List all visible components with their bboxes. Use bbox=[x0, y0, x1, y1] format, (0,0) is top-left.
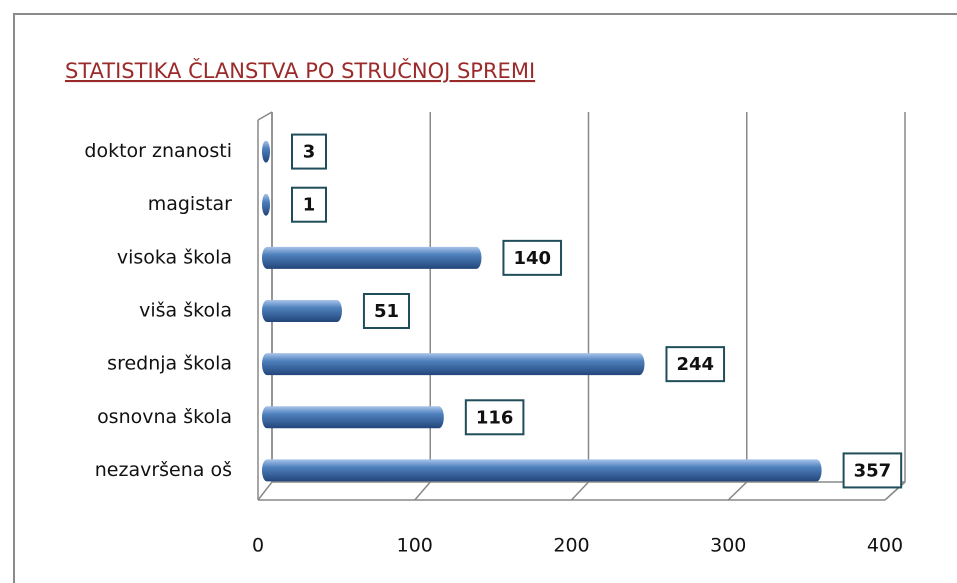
y-tick-label: doktor znanosti bbox=[84, 140, 232, 162]
chart-title: STATISTIKA ČLANSTVA PO STRUČNOJ SPREMI bbox=[65, 58, 535, 83]
grid-line bbox=[727, 112, 748, 501]
x-tick-label: 300 bbox=[710, 535, 746, 557]
grid-line bbox=[570, 112, 590, 501]
data-label: 51 bbox=[374, 301, 399, 322]
bar bbox=[262, 459, 822, 482]
data-label-box bbox=[665, 346, 726, 383]
data-label-box bbox=[291, 133, 327, 170]
grid-line bbox=[884, 112, 906, 501]
y-tick-label: viša škola bbox=[139, 300, 232, 322]
data-label-box bbox=[362, 293, 411, 329]
bar bbox=[262, 140, 270, 163]
data-label-box bbox=[464, 399, 525, 436]
y-tick-label: magistar bbox=[148, 193, 232, 215]
data-label-box bbox=[842, 452, 903, 489]
y-tick-label: srednja škola bbox=[107, 353, 232, 375]
data-label-box bbox=[502, 239, 563, 276]
bar bbox=[262, 406, 444, 429]
data-label: 3 bbox=[303, 142, 316, 163]
grid-line bbox=[257, 112, 273, 501]
bar bbox=[262, 300, 342, 322]
frame bbox=[13, 13, 957, 583]
bar bbox=[262, 246, 482, 269]
bar bbox=[262, 353, 645, 376]
y-tick-label: nezavršena oš bbox=[95, 459, 232, 481]
x-tick-label: 0 bbox=[252, 535, 264, 557]
bar bbox=[262, 193, 270, 216]
data-label: 116 bbox=[476, 407, 514, 428]
y-tick-label: osnovna škola bbox=[97, 406, 232, 428]
x-tick-label: 400 bbox=[867, 535, 903, 557]
grid-line bbox=[414, 112, 431, 501]
data-label: 244 bbox=[676, 354, 714, 375]
data-label: 1 bbox=[303, 195, 316, 216]
data-label-box bbox=[291, 186, 327, 223]
x-tick-label: 100 bbox=[397, 535, 433, 557]
data-label: 357 bbox=[854, 460, 892, 481]
x-tick-label: 200 bbox=[553, 535, 589, 557]
data-label: 140 bbox=[513, 248, 551, 269]
y-tick-label: visoka škola bbox=[117, 246, 232, 268]
